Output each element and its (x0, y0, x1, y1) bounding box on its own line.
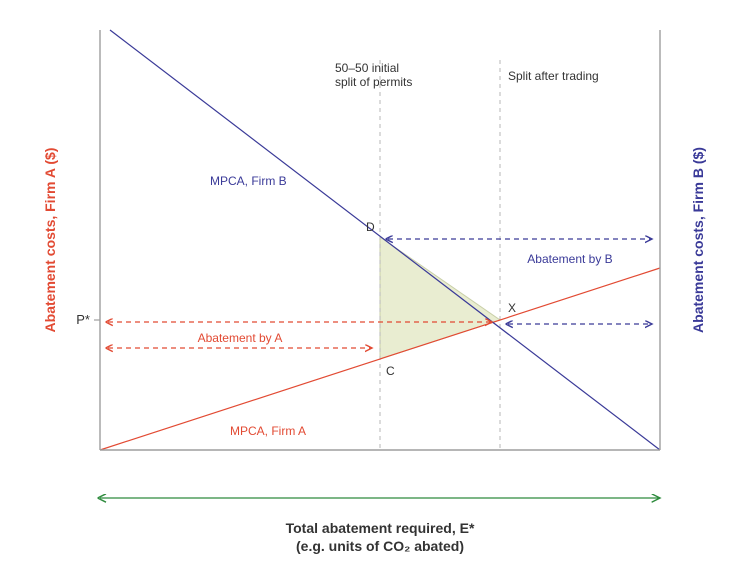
mpca-firm-b-line (110, 30, 660, 450)
label-mpca-b: MPCA, Firm B (210, 174, 287, 188)
label-abatement-b: Abatement by B (527, 252, 612, 266)
label-initial-split-1: 50–50 initial (335, 61, 399, 75)
label-abatement-a: Abatement by A (198, 331, 283, 345)
x-axis-label-main: Total abatement required, E* (286, 520, 475, 536)
label-point-d: D (366, 220, 375, 234)
y-axis-right-label: Abatement costs, Firm B ($) (690, 130, 706, 350)
label-point-x: X (508, 301, 516, 315)
chart-svg: 50–50 initial split of permits Split aft… (0, 0, 740, 565)
chart-container: Abatement costs, Firm A ($) Abatement co… (0, 0, 740, 565)
x-axis-label-sub: (e.g. units of CO₂ abated) (296, 538, 464, 554)
y-axis-left-label: Abatement costs, Firm A ($) (42, 130, 58, 350)
label-split-after-trading: Split after trading (508, 69, 599, 83)
label-mpca-a: MPCA, Firm A (230, 424, 306, 438)
label-point-c: C (386, 364, 395, 378)
x-axis-label: Total abatement required, E* (e.g. units… (100, 520, 660, 555)
label-p-star: P* (76, 312, 90, 327)
label-initial-split-2: split of permits (335, 75, 412, 89)
plot-area: 50–50 initial split of permits Split aft… (76, 30, 660, 498)
efficiency-gain-triangle (380, 237, 500, 359)
